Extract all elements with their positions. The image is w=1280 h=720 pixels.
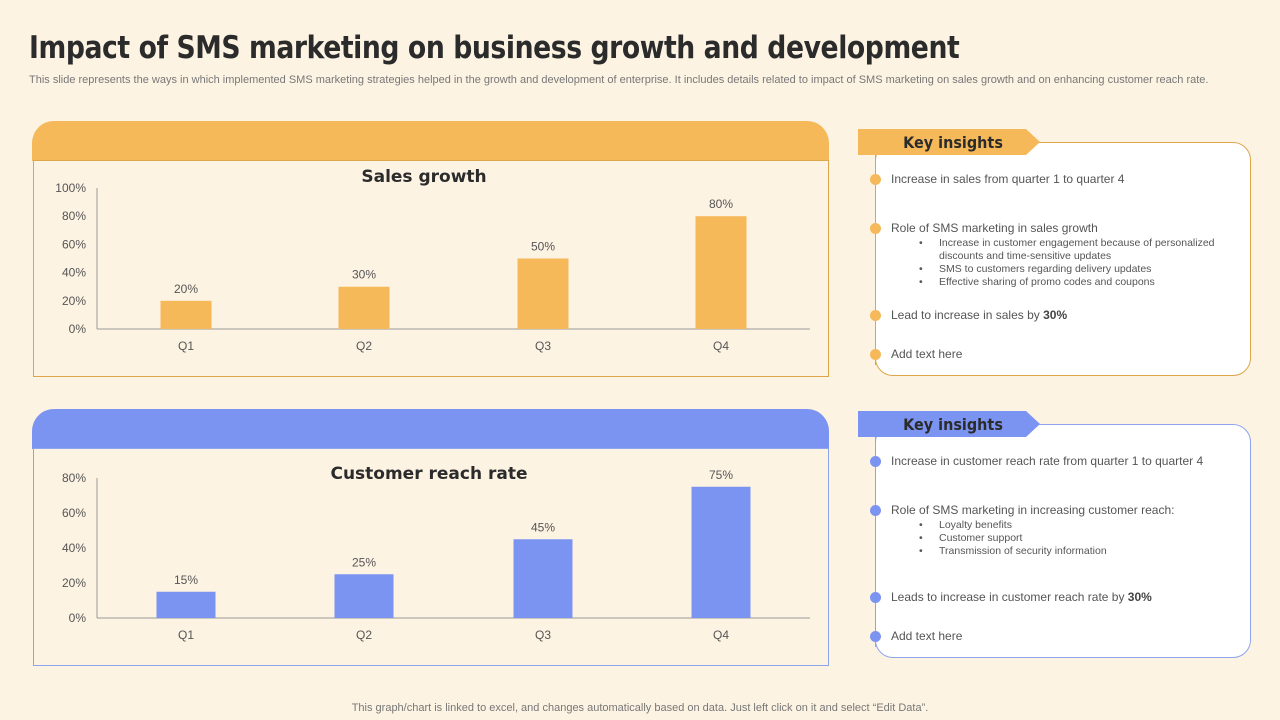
bullet-dot-icon (870, 310, 881, 321)
reach-x-tick-label: Q2 (356, 628, 372, 642)
sales-x-tick-label: Q2 (356, 339, 372, 353)
insight-point[interactable]: Add text here (891, 347, 963, 361)
reach-y-tick-label: 60% (62, 506, 86, 520)
insight-sub-item: Increase in customer engagement because … (919, 237, 1229, 263)
insights-timeline-line (875, 437, 876, 647)
reach-data-label: 25% (352, 555, 376, 569)
insight-point: Increase in sales from quarter 1 to quar… (891, 172, 1125, 186)
insight-sub-list: Increase in customer engagement because … (919, 237, 1229, 289)
sales-bar-q2 (338, 286, 390, 329)
sales-bar-q1 (160, 300, 212, 329)
reach-bar-q3 (513, 539, 573, 618)
insights-tab-sales: Key insights (858, 129, 1040, 155)
sales-y-tick-label: 80% (62, 209, 86, 223)
sales-data-label: 30% (352, 268, 376, 282)
reach-chart-title: Customer reach rate (330, 464, 527, 484)
insight-point-value: 30% (1043, 308, 1068, 322)
sales-data-label: 50% (531, 240, 555, 254)
insights-heading: Key insights (903, 133, 1003, 152)
page-subtitle: This slide represents the ways in which … (29, 74, 1209, 86)
sales-bar-q3 (517, 258, 569, 329)
reach-y-tick-label: 20% (62, 576, 86, 590)
insights-heading: Key insights (903, 415, 1003, 434)
reach-data-label: 45% (531, 520, 555, 534)
reach-chart-panel[interactable] (33, 448, 829, 666)
bullet-dot-icon (870, 223, 881, 234)
insight-sub-list: Loyalty benefits Customer support Transm… (919, 519, 1229, 558)
sales-chart-panel[interactable] (33, 160, 829, 377)
reach-y-tick-label: 0% (69, 611, 87, 625)
bullet-dot-icon (870, 456, 881, 467)
page-title: Impact of SMS marketing on business grow… (29, 30, 960, 66)
insight-sub-item: Loyalty benefits (919, 519, 1229, 532)
sales-bar-q4 (695, 216, 747, 329)
sales-y-tick-label: 20% (62, 294, 86, 308)
reach-y-tick-label: 80% (62, 471, 86, 485)
reach-data-label: 15% (174, 573, 198, 587)
sales-data-label: 20% (174, 282, 198, 296)
sales-panel-header (32, 121, 829, 161)
insight-point: Lead to increase in sales by 30% (891, 308, 1067, 322)
insight-point-value: 30% (1127, 590, 1152, 604)
insight-point-text: Lead to increase in sales by (891, 308, 1044, 322)
sales-y-tick-label: 60% (62, 237, 86, 251)
reach-panel-header (32, 409, 829, 449)
bullet-dot-icon (870, 631, 881, 642)
insight-sub-item: Customer support (919, 532, 1229, 545)
insight-point: Increase in customer reach rate from qua… (891, 454, 1204, 468)
insight-point: Role of SMS marketing in sales growth (891, 221, 1098, 235)
sales-x-tick-label: Q3 (535, 339, 551, 353)
sales-y-tick-label: 100% (55, 181, 86, 195)
footer-note: This graph/chart is linked to excel, and… (351, 702, 929, 714)
insight-point: Role of SMS marketing in increasing cust… (891, 503, 1175, 517)
sales-data-label: 80% (709, 197, 733, 211)
reach-x-tick-label: Q3 (535, 628, 551, 642)
sales-y-tick-label: 0% (69, 322, 87, 336)
insight-sub-item: Transmission of security information (919, 545, 1229, 558)
bullet-dot-icon (870, 592, 881, 603)
reach-bar-q4 (691, 486, 751, 618)
sales-y-tick-label: 40% (62, 266, 86, 280)
reach-bar-q1 (156, 591, 216, 618)
reach-bar-q2 (334, 574, 394, 618)
insights-tab-reach: Key insights (858, 411, 1040, 437)
insight-point-text: Leads to increase in customer reach rate… (891, 590, 1128, 604)
insight-sub-item: Effective sharing of promo codes and cou… (919, 276, 1229, 289)
reach-x-tick-label: Q1 (178, 628, 194, 642)
insight-point[interactable]: Add text here (891, 629, 963, 643)
bullet-dot-icon (870, 349, 881, 360)
reach-x-tick-label: Q4 (713, 628, 729, 642)
insight-sub-item: SMS to customers regarding delivery upda… (919, 263, 1229, 276)
reach-y-tick-label: 40% (62, 541, 86, 555)
sales-chart-title: Sales growth (361, 167, 486, 187)
reach-data-label: 75% (709, 468, 733, 482)
customer-reach-chart: Customer reach rate 0% 20% 40% 60% 80% 15% Q1 25… (62, 464, 810, 642)
sales-x-tick-label: Q4 (713, 339, 729, 353)
sales-x-tick-label: Q1 (178, 339, 194, 353)
insight-point: Leads to increase in customer reach rate… (891, 590, 1152, 604)
insights-timeline-line (875, 155, 876, 365)
sales-growth-chart: Sales growth 0% 20% 40% 60% 80% 100% 20% Q1 30% Q2… (55, 167, 810, 353)
bullet-dot-icon (870, 174, 881, 185)
bullet-dot-icon (870, 505, 881, 516)
